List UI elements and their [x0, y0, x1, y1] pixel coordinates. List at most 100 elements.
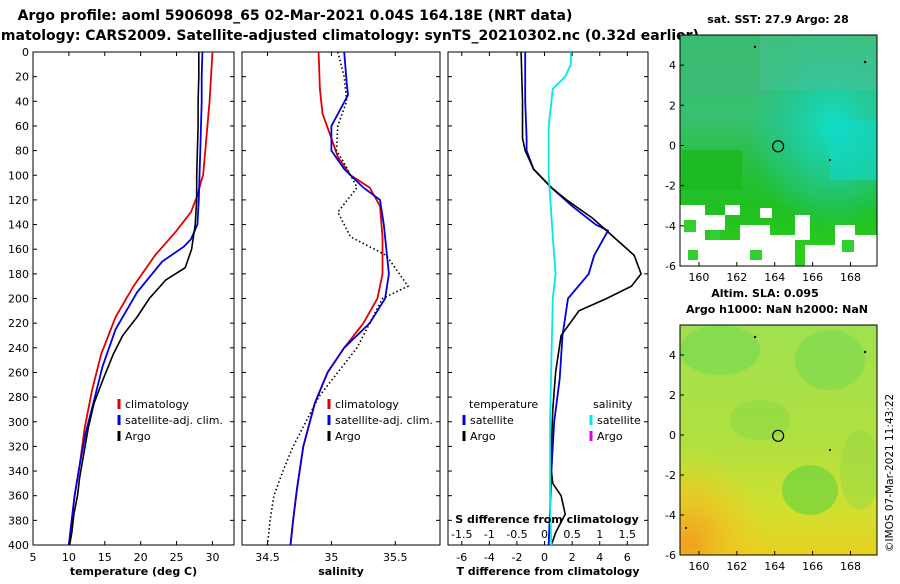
sla_map-ytick-label: -4 [665, 509, 676, 522]
sla_map-ytick-label: 4 [669, 349, 676, 362]
sst_map-xtick-label: 162 [726, 271, 747, 284]
sla-map-title: Altim. SLA: 0.095 [711, 287, 818, 300]
s-difference-tick-label: 0 [541, 528, 548, 541]
salinity-xlabel: salinity [318, 565, 364, 578]
depth-tick-label: 320 [8, 440, 29, 453]
temperature-xtick-label: 25 [170, 551, 184, 564]
legend-label: climatology [125, 398, 189, 411]
sst_map-xtick-label: 160 [688, 271, 709, 284]
sst_map-float-marker [772, 140, 785, 153]
s-difference-tick-label: 0.5 [563, 528, 581, 541]
legend-label: satellite-adj. clim. [335, 414, 433, 427]
sla_map-ytick-label: -6 [665, 549, 676, 562]
depth-tick-label: 40 [15, 95, 29, 108]
temperature-xlabel: temperature (deg C) [70, 565, 197, 578]
sst_map-panel: 160 162 164 166 168 -6 -4 -2 0 2 4 sat. SST: 27.9 A… [665, 13, 878, 284]
salinity-xtick-label: 34.5 [255, 551, 280, 564]
sla_map-ytick-label: 2 [669, 389, 676, 402]
sla_map-panel: 160 162 164 166 168 -6 -4 -2 0 2 4 Altim. SLA: 0.09… [665, 287, 878, 573]
depth-tick-label: 180 [8, 268, 29, 281]
depth-tick-label: 280 [8, 391, 29, 404]
sst_map-xtick-label: 164 [764, 271, 785, 284]
title-line-2: Climatology: CARS2009. Satellite-adjuste… [0, 28, 699, 44]
temperature-panel: 5 10 15 20 25 30 temperature (deg C) 0 20 40 60 80 1… [8, 46, 235, 578]
sla-map-image [680, 325, 877, 555]
temperature-series-argo [68, 52, 200, 546]
sst_map-frame [679, 34, 878, 267]
temperature-xtick-label: 10 [62, 551, 76, 564]
difference-xtick-label: -6 [456, 551, 467, 564]
legend-title-temperature: temperature [469, 398, 538, 411]
legend-label: Argo [125, 430, 151, 443]
sla_map-ytick-label: 0 [669, 429, 676, 442]
depth-tick-label: 60 [15, 120, 29, 133]
sst_map-xtick-label: 166 [802, 271, 823, 284]
sst_map-ytick-label: -4 [665, 220, 676, 233]
legend-label: Argo [597, 430, 623, 443]
sst_map-xtick-label: 168 [840, 271, 861, 284]
salinity-axes-frame [241, 51, 441, 546]
depth-tick-label: 240 [8, 342, 29, 355]
difference-xtick-label: 6 [624, 551, 631, 564]
sst-map-image [680, 35, 877, 266]
salinity-xtick-label: 35 [324, 551, 338, 564]
s-difference-tick-label: 1 [596, 528, 603, 541]
temperature-xtick-label: 5 [30, 551, 37, 564]
difference-xtick-label: 0 [541, 551, 548, 564]
s-difference-tick-label: -1.5 [451, 528, 472, 541]
sla_map-xtick-label: 160 [688, 560, 709, 573]
difference-xtick-label: -4 [484, 551, 495, 564]
sla_map-ytick-label: -2 [665, 469, 676, 482]
title-line-1: Argo profile: aoml 5906098_65 02-Mar-202… [18, 8, 573, 24]
depth-tick-label: 200 [8, 293, 29, 306]
depth-tick-label: 20 [15, 71, 29, 84]
sla_map-xtick-label: 166 [802, 560, 823, 573]
sla_map-xtick-label: 162 [726, 560, 747, 573]
sla_map-xtick-label: 164 [764, 560, 785, 573]
depth-tick-label: 120 [8, 194, 29, 207]
s-difference-label: S difference from climatology [455, 513, 639, 526]
legend-label: satellite-adj. clim. [125, 414, 223, 427]
credit-stamp: ©IMOS 07-Mar-2021 11:43:22 [884, 394, 896, 552]
temperature-series-satellite-adj-clim- [68, 51, 204, 546]
sst_map-ytick-label: 2 [669, 99, 676, 112]
sla-map-subtitle: Argo h1000: NaN h2000: NaN [686, 303, 868, 316]
difference-series-t-satellite [524, 52, 610, 546]
depth-tick-label: 100 [8, 169, 29, 182]
sst-map-title: sat. SST: 27.9 Argo: 28 [707, 13, 849, 26]
sla_map-float-marker [772, 429, 785, 442]
depth-tick-label: 0 [22, 46, 29, 59]
legend-title-salinity: salinity [593, 398, 633, 411]
depth-tick-label: 340 [8, 465, 29, 478]
sst_map-ytick-label: 0 [669, 139, 676, 152]
depth-tick-label: 140 [8, 219, 29, 232]
sst_map-ytick-label: -2 [665, 180, 676, 193]
sla_map-frame [679, 324, 878, 556]
temperature-xtick-label: 30 [205, 551, 219, 564]
s-difference-tick-label: -1 [484, 528, 495, 541]
sst_map-ytick-label: 4 [669, 59, 676, 72]
difference-xlabel: T difference from climatology [456, 565, 639, 578]
s-difference-tick-label: -0.5 [506, 528, 527, 541]
difference-xtick-label: -2 [511, 551, 522, 564]
salinity-series-argo [266, 51, 410, 546]
sst_map-ytick-label: -6 [665, 260, 676, 273]
legend-label: climatology [335, 398, 399, 411]
salinity-xtick-label: 35.5 [383, 551, 408, 564]
temperature-xtick-label: 20 [134, 551, 148, 564]
depth-tick-label: 360 [8, 490, 29, 503]
depth-tick-label: 400 [8, 539, 29, 552]
difference-xtick-label: 4 [596, 551, 603, 564]
legend-label: Argo [335, 430, 361, 443]
legend-label: Argo [470, 430, 496, 443]
difference-xtick-label: 2 [569, 551, 576, 564]
s-difference-tick-label: 1.5 [619, 528, 637, 541]
difference-series-s-satellite [547, 52, 572, 546]
depth-tick-label: 300 [8, 416, 29, 429]
depth-tick-label: 160 [8, 243, 29, 256]
difference-series-t-argo [520, 51, 643, 546]
depth-tick-label: 380 [8, 514, 29, 527]
salinity-panel: 34.5 35 35.5 salinity climatology satellite-a… [241, 51, 441, 578]
legend-label: satellite [470, 414, 514, 427]
